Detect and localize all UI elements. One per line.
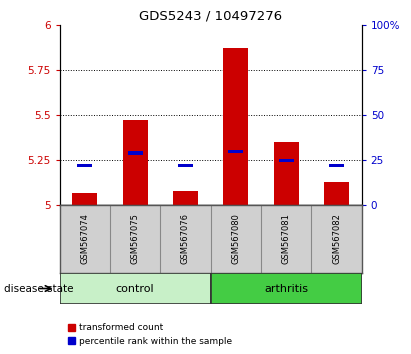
Text: GSM567081: GSM567081 (282, 213, 291, 264)
Bar (274, 142, 299, 205)
Text: arthritis: arthritis (264, 284, 308, 293)
Bar (279, 159, 294, 162)
Text: GSM567074: GSM567074 (80, 213, 89, 264)
Bar (329, 164, 344, 167)
Bar (324, 182, 349, 205)
Title: GDS5243 / 10497276: GDS5243 / 10497276 (139, 9, 282, 22)
Legend: transformed count, percentile rank within the sample: transformed count, percentile rank withi… (64, 320, 235, 349)
Bar (122, 120, 148, 205)
Bar (60, 273, 211, 304)
Bar (72, 193, 97, 205)
Bar (77, 164, 92, 167)
Text: GSM567075: GSM567075 (131, 213, 140, 264)
Bar (173, 191, 198, 205)
Text: GSM567076: GSM567076 (181, 213, 190, 264)
Bar (210, 273, 362, 304)
Bar (223, 48, 248, 205)
Bar (178, 164, 193, 167)
Text: GSM567082: GSM567082 (332, 213, 341, 264)
Text: GSM567080: GSM567080 (231, 213, 240, 264)
Bar (228, 149, 243, 153)
Text: disease state: disease state (4, 284, 74, 293)
Text: control: control (116, 284, 155, 293)
Bar (127, 152, 143, 155)
